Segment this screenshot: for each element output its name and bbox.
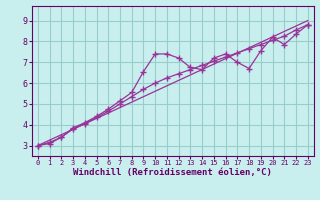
X-axis label: Windchill (Refroidissement éolien,°C): Windchill (Refroidissement éolien,°C)	[73, 168, 272, 177]
